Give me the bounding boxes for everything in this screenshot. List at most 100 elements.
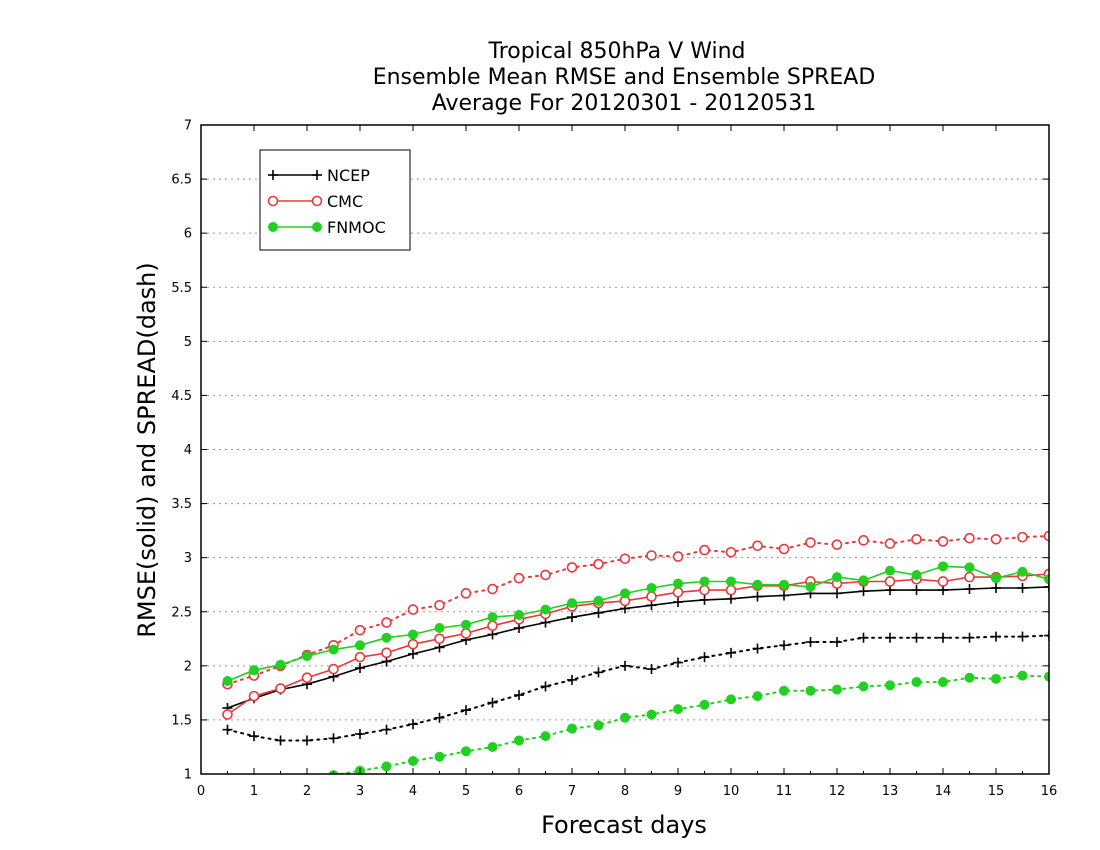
series-fnmoc-spread-point: [434, 751, 445, 762]
series-cmc-spread-point: [752, 540, 763, 552]
series-cmc-rmse-point: [222, 709, 233, 720]
series-fnmoc-rmse-point: [222, 675, 233, 686]
chart-title: Tropical 850hPa V Wind Ensemble Mean RMS…: [373, 39, 876, 116]
series-fnmoc-spread-point: [1044, 671, 1049, 682]
series-fnmoc-spread-line: [334, 674, 1049, 774]
series-ncep-spread-point: [381, 724, 392, 735]
x-tick-label: 11: [776, 784, 793, 799]
y-tick-label: 2: [184, 659, 192, 674]
legend-swatch-marker: [267, 195, 279, 207]
series-cmc-rmse-point: [699, 584, 710, 596]
series-cmc-rmse-point: [354, 651, 366, 663]
series-ncep-rmse-point: [646, 600, 657, 611]
x-tick-label: 9: [674, 784, 682, 799]
series-fnmoc-spread-point: [540, 731, 551, 742]
series-fnmoc-rmse-point: [514, 609, 524, 620]
series-fnmoc-rmse-point: [381, 632, 392, 643]
series-cmc-rmse-point: [460, 628, 472, 639]
x-axis-label: Forecast days: [541, 811, 707, 839]
series-fnmoc-rmse-point: [567, 598, 577, 609]
series-ncep-spread-point: [567, 674, 577, 685]
series-cmc-spread: [222, 530, 1049, 690]
series-ncep-spread-point: [646, 664, 657, 675]
series-ncep-spread-point: [540, 681, 551, 692]
y-tick-label: 5.5: [171, 281, 192, 296]
series-fnmoc-rmse-point: [726, 576, 736, 587]
legend-swatch-marker: [311, 195, 323, 207]
series-fnmoc-spread-point: [699, 699, 710, 710]
x-tick-label: 4: [409, 784, 417, 799]
series-fnmoc-rmse-point: [249, 665, 259, 676]
series-ncep-rmse-point: [885, 585, 895, 596]
series-fnmoc-rmse: [222, 561, 1049, 686]
series-fnmoc-spread-point: [779, 685, 789, 696]
legend-item-ncep: NCEP: [268, 166, 370, 185]
series-cmc-spread-point: [460, 588, 472, 599]
series-ncep-spread-point: [620, 660, 630, 671]
y-tick-label: 4: [184, 443, 192, 458]
series-ncep-spread-point: [752, 643, 763, 654]
series-cmc-spread-point: [434, 599, 445, 611]
y-tick-label: 2.5: [171, 605, 192, 620]
y-tick-label: 3: [184, 551, 192, 566]
series-fnmoc-rmse-line: [226, 565, 1049, 682]
series-ncep-rmse-point: [938, 585, 948, 596]
series-cmc-rmse-point: [937, 576, 949, 587]
series-cmc-spread-point: [964, 532, 975, 544]
series-cmc-rmse-point: [328, 663, 339, 675]
series-ncep-rmse-point: [487, 629, 498, 640]
series-ncep-spread: [222, 630, 1049, 746]
series-fnmoc-spread-point: [567, 723, 577, 734]
series-fnmoc-rmse-point: [487, 612, 498, 623]
series-ncep-rmse-point: [1044, 581, 1049, 592]
series-fnmoc-spread-point: [487, 741, 498, 752]
series-fnmoc-rmse-point: [1044, 574, 1049, 585]
series-ncep-spread-point: [275, 735, 286, 746]
x-tick-label: 13: [882, 784, 899, 799]
series-cmc-rmse: [222, 568, 1049, 720]
series-cmc-rmse-point: [434, 633, 445, 645]
series-cmc-rmse-point: [964, 571, 975, 583]
series-fnmoc-rmse-point: [302, 651, 312, 662]
series-ncep-spread-point: [461, 705, 471, 716]
series-cmc-spread-point: [805, 537, 816, 548]
x-tick-label: 10: [723, 784, 740, 799]
x-tick-label: 1: [250, 784, 258, 799]
series-fnmoc-rmse-point: [991, 573, 1001, 584]
series-fnmoc-spread-point: [858, 681, 869, 692]
x-tick-label: 8: [621, 784, 629, 799]
series-ncep-rmse-point: [911, 585, 922, 596]
series-ncep-spread-point: [673, 657, 683, 668]
series-fnmoc-rmse-point: [461, 619, 471, 630]
series-ncep-spread-point: [699, 652, 710, 663]
y-tick-label: 4.5: [171, 389, 192, 404]
series-ncep-rmse-point: [514, 622, 524, 633]
series-cmc-spread-point: [699, 544, 710, 556]
series-cmc-spread-point: [593, 558, 604, 570]
series-fnmoc-rmse-point: [885, 565, 895, 576]
series-fnmoc-spread-point: [911, 677, 922, 688]
series-fnmoc-spread-point: [938, 677, 948, 688]
series-fnmoc-rmse-point: [408, 629, 418, 640]
series-fnmoc-rmse-point: [911, 569, 922, 580]
x-tick-label: 7: [568, 784, 576, 799]
series-cmc-spread-point: [725, 546, 737, 558]
series-cmc-spread-point: [619, 553, 631, 565]
series-cmc-rmse-point: [487, 620, 498, 632]
series-ncep-rmse-point: [726, 593, 736, 604]
legend-label: CMC: [327, 192, 363, 211]
series-cmc-rmse-point: [381, 647, 392, 659]
series-ncep-rmse-point: [434, 642, 445, 653]
series-ncep-spread-point: [991, 631, 1001, 642]
series-fnmoc-spread-point: [381, 761, 392, 772]
y-tick-label: 5: [184, 335, 192, 350]
series-fnmoc-rmse-point: [752, 579, 763, 590]
series-ncep-rmse-point: [381, 656, 392, 667]
series-fnmoc-rmse-point: [673, 578, 683, 589]
series-ncep-spread-point: [832, 637, 842, 648]
series-fnmoc-spread-point: [964, 672, 975, 683]
series-cmc-spread-point: [566, 562, 578, 573]
series-ncep-rmse-point: [964, 584, 975, 595]
series-cmc-spread-point: [672, 551, 684, 562]
y-tick-label: 1: [184, 768, 192, 783]
